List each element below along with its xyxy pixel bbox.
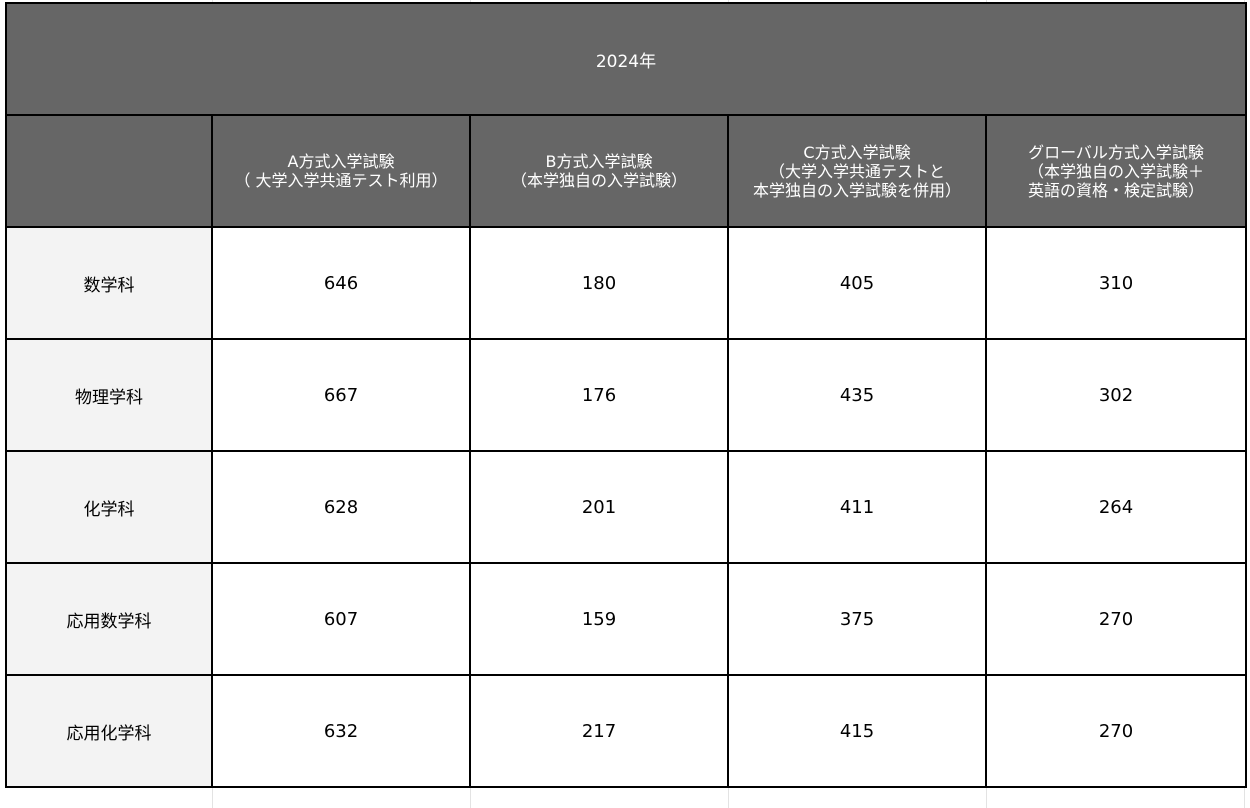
table-row: 応用化学科 632 217 415 270 — [5, 674, 1247, 788]
column-header-c[interactable]: C方式入学試験 （大学入学共通テストと 本学独自の入学試験を併用） — [727, 114, 987, 228]
column-header-line: C方式入学試験 — [803, 142, 911, 162]
column-header-line: 本学独自の入学試験を併用） — [752, 180, 961, 200]
table-row: 応用数学科 607 159 375 270 — [5, 562, 1247, 676]
row-label[interactable]: 数学科 — [5, 226, 213, 340]
table-cell[interactable]: 607 — [211, 562, 471, 676]
row-label[interactable]: 化学科 — [5, 450, 213, 564]
table-title[interactable]: 2024年 — [5, 2, 1247, 116]
table-cell[interactable]: 632 — [211, 674, 471, 788]
table-cell[interactable]: 302 — [985, 338, 1247, 452]
table-cell[interactable]: 411 — [727, 450, 987, 564]
column-header-line: 英語の資格・検定試験） — [1027, 180, 1204, 200]
table-cell[interactable]: 375 — [727, 562, 987, 676]
table-cell[interactable]: 405 — [727, 226, 987, 340]
column-header-line: A方式入学試験 — [287, 152, 395, 171]
column-header-line: B方式入学試験 — [545, 152, 653, 171]
column-header-line: （本学独自の入学試験） — [510, 171, 687, 190]
column-header-line: （大学入学共通テストと — [768, 161, 945, 181]
title-row: 2024年 — [5, 2, 1247, 116]
table-cell[interactable]: 180 — [469, 226, 729, 340]
column-header-line: （ 大学入学共通テスト利用） — [234, 171, 448, 190]
table-cell[interactable]: 415 — [727, 674, 987, 788]
table-cell[interactable]: 628 — [211, 450, 471, 564]
table-cell[interactable]: 667 — [211, 338, 471, 452]
column-header-a[interactable]: A方式入学試験 （ 大学入学共通テスト利用） — [211, 114, 471, 228]
table-cell[interactable]: 270 — [985, 562, 1247, 676]
corner-cell[interactable] — [5, 114, 213, 228]
table-cell[interactable]: 310 — [985, 226, 1247, 340]
row-label[interactable]: 応用化学科 — [5, 674, 213, 788]
admissions-table: 2024年 A方式入学試験 （ 大学入学共通テスト利用） B方式入学試験 （本学… — [5, 2, 1247, 788]
table-cell[interactable]: 217 — [469, 674, 729, 788]
row-label[interactable]: 応用数学科 — [5, 562, 213, 676]
table-cell[interactable]: 176 — [469, 338, 729, 452]
row-label[interactable]: 物理学科 — [5, 338, 213, 452]
column-header-global[interactable]: グローバル方式入学試験 （本学独自の入学試験＋ 英語の資格・検定試験） — [985, 114, 1247, 228]
column-header-line: グローバル方式入学試験 — [1028, 142, 1204, 162]
column-header-line: （本学独自の入学試験＋ — [1027, 161, 1204, 181]
table-cell[interactable]: 264 — [985, 450, 1247, 564]
table-row: 数学科 646 180 405 310 — [5, 226, 1247, 340]
table-row: 物理学科 667 176 435 302 — [5, 338, 1247, 452]
table-cell[interactable]: 270 — [985, 674, 1247, 788]
header-row: A方式入学試験 （ 大学入学共通テスト利用） B方式入学試験 （本学独自の入学試… — [5, 114, 1247, 228]
table-cell[interactable]: 435 — [727, 338, 987, 452]
table-cell[interactable]: 201 — [469, 450, 729, 564]
table-row: 化学科 628 201 411 264 — [5, 450, 1247, 564]
table-cell[interactable]: 646 — [211, 226, 471, 340]
column-header-b[interactable]: B方式入学試験 （本学独自の入学試験） — [469, 114, 729, 228]
table-cell[interactable]: 159 — [469, 562, 729, 676]
